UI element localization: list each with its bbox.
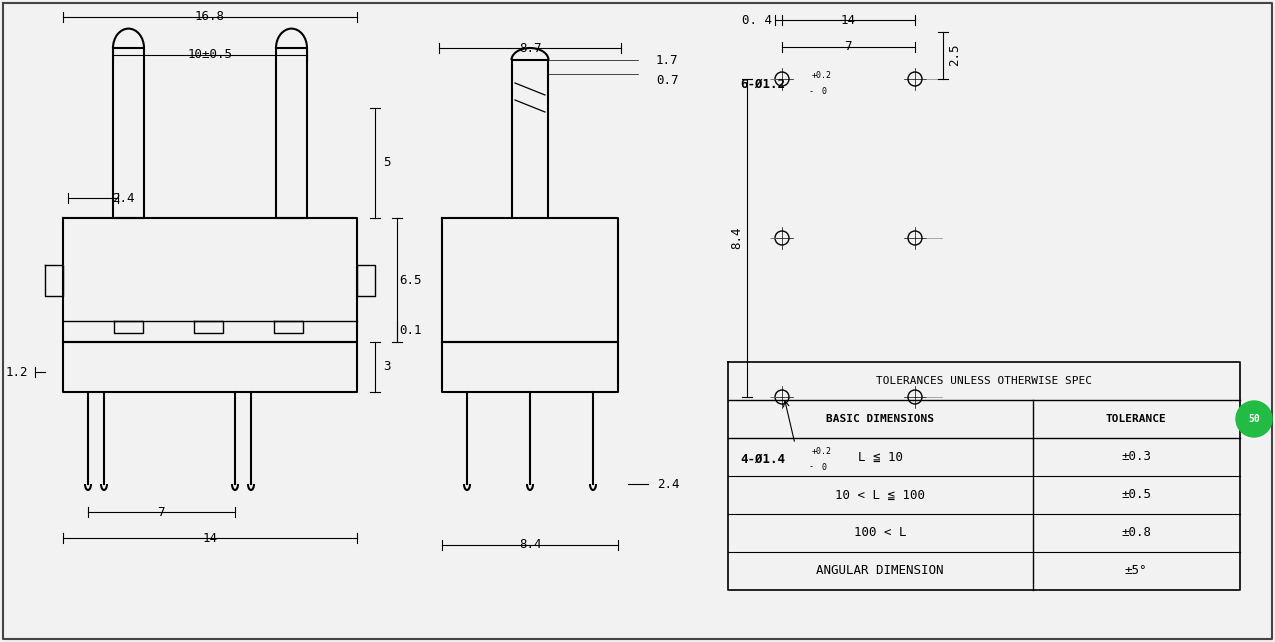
- Text: L ≦ 10: L ≦ 10: [858, 451, 903, 464]
- Text: 4-Ø1.4: 4-Ø1.4: [740, 453, 785, 465]
- Text: 0.7: 0.7: [657, 73, 678, 87]
- Circle shape: [1235, 401, 1272, 437]
- Text: 1.2: 1.2: [6, 365, 28, 379]
- Text: 14: 14: [840, 13, 856, 26]
- Text: -: -: [810, 462, 813, 471]
- Text: 1.7: 1.7: [657, 53, 678, 67]
- Text: +0.2: +0.2: [812, 446, 833, 456]
- Text: 6-Ø1.2: 6-Ø1.2: [740, 78, 785, 91]
- Text: 7: 7: [844, 40, 852, 53]
- Text: 100 < L: 100 < L: [854, 526, 907, 539]
- Text: -: -: [810, 87, 813, 96]
- Text: ±5°: ±5°: [1125, 564, 1148, 578]
- Text: 2.4: 2.4: [112, 191, 134, 205]
- Text: +0.2: +0.2: [812, 71, 833, 80]
- Text: TOLERANCE: TOLERANCE: [1105, 414, 1167, 424]
- Text: 0: 0: [812, 462, 827, 471]
- Text: 2.4: 2.4: [657, 478, 680, 490]
- Text: ±0.8: ±0.8: [1121, 526, 1151, 539]
- Text: 16.8: 16.8: [195, 10, 224, 24]
- Text: 7: 7: [157, 505, 164, 519]
- Text: TOLERANCES UNLESS OTHERWISE SPEC: TOLERANCES UNLESS OTHERWISE SPEC: [876, 376, 1091, 386]
- Text: ±0.5: ±0.5: [1121, 489, 1151, 501]
- Text: ANGULAR DIMENSION: ANGULAR DIMENSION: [816, 564, 944, 578]
- Text: 8.4: 8.4: [731, 227, 743, 249]
- Text: 5: 5: [384, 157, 390, 169]
- Text: 2.5: 2.5: [949, 44, 961, 66]
- Text: 8.7: 8.7: [519, 42, 542, 55]
- Text: 14: 14: [203, 532, 218, 544]
- Text: 0. 4: 0. 4: [742, 13, 771, 26]
- Text: 10±0.5: 10±0.5: [187, 49, 232, 62]
- Text: 0: 0: [812, 87, 827, 96]
- Text: 8.4: 8.4: [519, 539, 542, 551]
- Text: 50: 50: [1248, 414, 1260, 424]
- Text: BASIC DIMENSIONS: BASIC DIMENSIONS: [826, 414, 935, 424]
- Text: ±0.3: ±0.3: [1121, 451, 1151, 464]
- Text: 6.5: 6.5: [400, 273, 422, 286]
- Text: 3: 3: [384, 361, 390, 374]
- Text: 10 < L ≦ 100: 10 < L ≦ 100: [835, 489, 924, 501]
- Text: 0.1: 0.1: [400, 324, 422, 338]
